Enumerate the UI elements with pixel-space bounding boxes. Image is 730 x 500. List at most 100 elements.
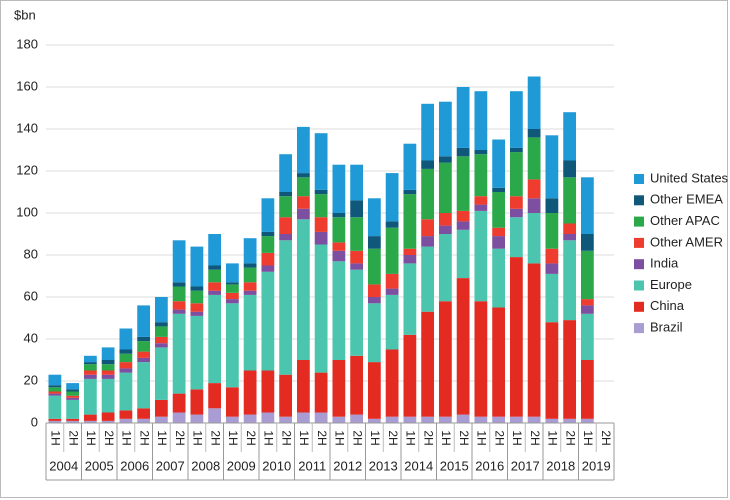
- legend-label: Other EMEA: [650, 192, 723, 207]
- bar-segment: [314, 189, 328, 195]
- bar-segment: [350, 269, 364, 356]
- bar-segment: [438, 301, 452, 417]
- bar-segment: [83, 414, 97, 421]
- bar-segment: [456, 229, 470, 279]
- bar-segment: [243, 267, 257, 283]
- bar-segment: [243, 294, 257, 371]
- bar-segment: [190, 311, 204, 316]
- bar-segment: [314, 231, 328, 245]
- bar-segment: [208, 234, 222, 266]
- bar-segment: [438, 162, 452, 213]
- legend-label: Other AMER: [650, 234, 723, 249]
- legend-swatch: [634, 280, 644, 291]
- bar-segment: [580, 313, 594, 360]
- bar-segment: [314, 217, 328, 232]
- bar-segment: [580, 250, 594, 300]
- bar-segment: [474, 154, 488, 197]
- bar-segment: [66, 418, 80, 421]
- bar-segment: [367, 198, 381, 237]
- legend-label: China: [650, 298, 685, 313]
- bar-segment: [190, 290, 204, 304]
- bar-segment: [403, 189, 417, 195]
- bar-segment: [279, 217, 293, 234]
- bar-segment: [48, 418, 62, 421]
- bar-segment: [492, 307, 506, 417]
- bar-segment: [509, 257, 523, 417]
- legend-label: India: [650, 256, 679, 271]
- y-tick-label: 0: [31, 414, 38, 429]
- bar-segment: [83, 364, 97, 371]
- x-tick-label: 1H: [581, 430, 595, 445]
- bar-segment: [154, 322, 168, 327]
- bar-segment: [545, 198, 559, 213]
- bar-segment: [332, 217, 346, 243]
- bar-segment: [261, 198, 275, 232]
- bar-segment: [332, 360, 346, 417]
- bar-segment: [492, 236, 506, 249]
- bar-segment: [66, 397, 80, 400]
- bar-segment: [83, 374, 97, 379]
- bar-segment: [83, 378, 97, 415]
- bar-segment: [296, 360, 310, 413]
- bar-segment: [403, 248, 417, 255]
- x-tick-label: 2H: [137, 430, 151, 445]
- x-tick-label: 1H: [297, 430, 311, 445]
- bar-segment: [580, 418, 594, 423]
- bar-segment: [385, 416, 399, 423]
- y-tick-label: 120: [16, 162, 38, 177]
- bar-segment: [367, 303, 381, 363]
- bar-segment: [492, 192, 506, 228]
- bar-segment: [563, 418, 577, 423]
- bar-segment: [225, 292, 239, 300]
- bar-segment: [580, 234, 594, 251]
- legend-label: Other APAC: [650, 213, 720, 228]
- bar-segment: [509, 147, 523, 153]
- legend-swatch: [634, 216, 644, 227]
- bar-segment: [385, 221, 399, 228]
- bar-segment: [83, 355, 97, 363]
- x-tick-label: 2H: [66, 430, 80, 445]
- bar-segment: [527, 137, 541, 180]
- bar-segment: [172, 313, 186, 394]
- bar-segment: [208, 294, 222, 384]
- bar-segment: [527, 416, 541, 423]
- bar-segment: [101, 347, 115, 360]
- bar-segment: [563, 320, 577, 419]
- bar-segment: [172, 286, 186, 302]
- bar-segment: [545, 248, 559, 264]
- bar-segment: [225, 282, 239, 285]
- bar-segment: [48, 395, 62, 419]
- bar-segment: [350, 263, 364, 270]
- bar-segment: [172, 240, 186, 283]
- bar-segment: [580, 305, 594, 314]
- bar-segment: [438, 213, 452, 226]
- bar-segment: [438, 101, 452, 157]
- x-group-label: 2018: [546, 458, 575, 473]
- bar-segment: [83, 420, 97, 423]
- bar-segment: [190, 246, 204, 287]
- bar-segment: [66, 391, 80, 396]
- bar-segment: [314, 133, 328, 190]
- bar-segment: [119, 410, 133, 419]
- bar-segment: [261, 252, 275, 266]
- bar-segment: [172, 393, 186, 413]
- x-tick-label: 1H: [191, 430, 205, 445]
- bar-segment: [492, 416, 506, 423]
- y-axis-label: $bn: [14, 7, 36, 22]
- bar-segment: [66, 399, 80, 419]
- x-tick-label: 1H: [546, 430, 560, 445]
- bar-segment: [545, 418, 559, 423]
- x-group-label: 2017: [511, 458, 540, 473]
- bar-segment: [154, 399, 168, 417]
- bar-segment: [154, 326, 168, 337]
- x-tick-label: 1H: [120, 430, 134, 445]
- bar-segment: [332, 250, 346, 262]
- bar-segment: [421, 103, 435, 161]
- bar-segment: [261, 412, 275, 423]
- x-group-label: 2014: [404, 458, 433, 473]
- x-tick-label: 1H: [84, 430, 98, 445]
- legend-label: Europe: [650, 277, 692, 292]
- bar-segment: [403, 416, 417, 423]
- bar-segment: [385, 288, 399, 295]
- bar-segment: [545, 322, 559, 419]
